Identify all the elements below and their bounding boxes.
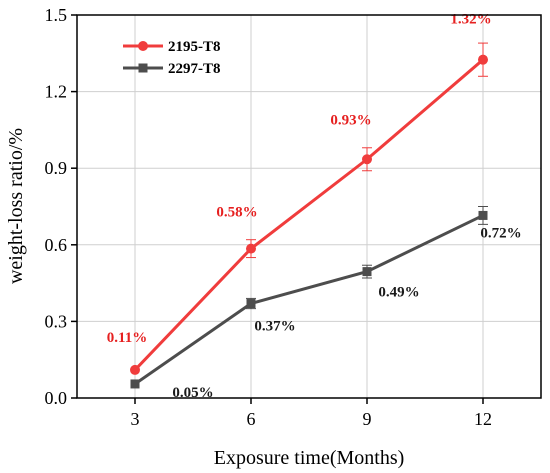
data-label: 1.32% [450,12,491,28]
data-point [362,154,372,165]
data-point [130,364,140,375]
y-axis-title: weight-loss ratio/% [5,128,27,284]
plot-frame [76,14,542,399]
data-label: 0.11% [107,330,147,346]
data-point [246,243,256,254]
y-tick-label: 0.9 [45,158,68,178]
x-axis-title: Exposure time(Months) [214,447,405,469]
data-point [246,299,256,309]
series-2297-T8: 0.05% 0.37% 0.49% 0.72% [130,206,522,401]
x-tick-label: 12 [474,409,492,429]
data-point [362,267,372,277]
series-line [133,58,484,371]
legend-marker [138,63,148,73]
x-tick-label: 6 [247,409,256,429]
axis-ticks: 3 6 9 12 0.0 0.3 0.6 0.9 1.2 1.5 [45,5,493,429]
series-line [134,214,484,386]
x-tick-label: 3 [131,409,140,429]
y-tick-label: 0.0 [45,388,68,408]
data-point [478,54,488,65]
data-point [478,210,488,220]
y-tick-label: 1.5 [45,5,68,25]
legend-label: 2297-T8 [168,61,221,77]
data-label: 0.49% [378,285,419,301]
legend-marker [138,41,148,51]
legend-item-2195-T8: 2195-T8 [123,39,221,55]
legend: 2195-T8 2297-T8 [123,39,221,77]
data-point [130,379,140,389]
data-label: 0.58% [216,205,257,221]
legend-label: 2195-T8 [168,39,221,55]
series-2195-T8: 0.11% 0.58% 0.93% 1.32% [107,12,492,375]
y-tick-label: 0.6 [45,235,68,255]
data-label: 0.72% [480,225,521,241]
series-layer: 0.11% 0.58% 0.93% 1.32% 0.05% 0.37% 0.49% 0.72% [107,12,522,401]
legend-item-2297-T8: 2297-T8 [123,61,221,77]
x-tick-label: 9 [363,409,372,429]
y-tick-label: 1.2 [45,82,68,102]
data-label: 0.05% [172,385,213,401]
y-tick-label: 0.3 [45,311,68,331]
data-label: 0.37% [254,319,295,335]
data-label: 0.93% [330,112,371,128]
